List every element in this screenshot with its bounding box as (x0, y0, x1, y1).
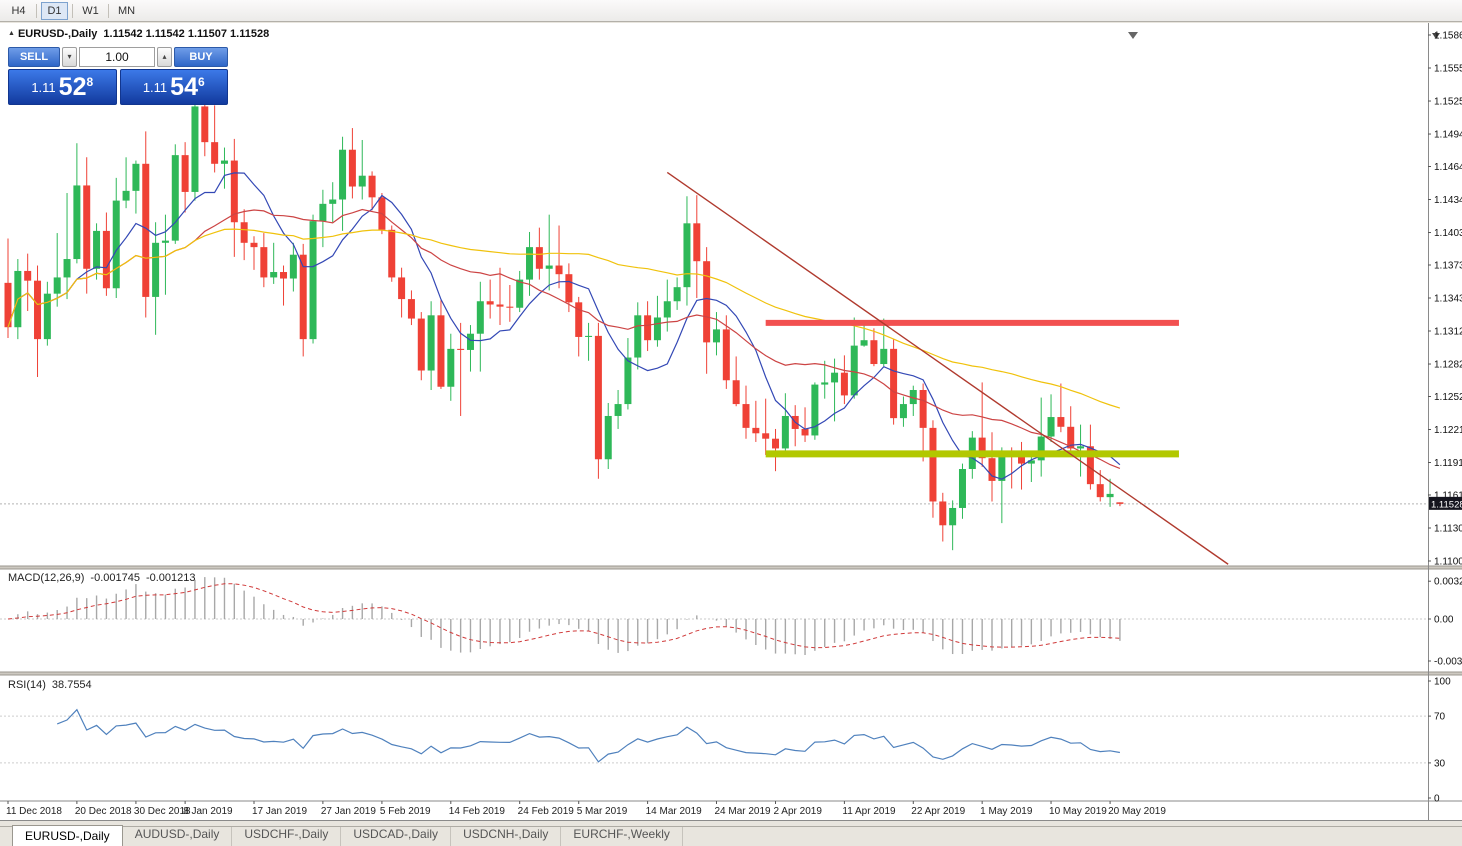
rsi-panel (0, 708, 1428, 764)
rsi-value: 38.7554 (51, 679, 92, 691)
one-click-controls-row: SELL ▾ ▴ BUY (8, 47, 228, 67)
rsi-indicator-label: RSI(14) 38.7554 (8, 679, 98, 691)
svg-text:1.14645: 1.14645 (1434, 162, 1462, 173)
svg-text:20 Dec 2018: 20 Dec 2018 (75, 806, 132, 817)
svg-text:30: 30 (1434, 758, 1446, 769)
macd-value-2: -0.001213 (145, 572, 196, 584)
svg-text:5 Mar 2019: 5 Mar 2019 (577, 806, 628, 817)
timeframe-toolbar: H4 D1 W1 MN (0, 0, 1462, 22)
tab-usdcnh-daily[interactable]: USDCNH-,Daily (451, 827, 562, 846)
svg-text:27 Jan 2019: 27 Jan 2019 (321, 806, 376, 817)
timeframe-h4-button[interactable]: H4 (5, 2, 32, 20)
svg-text:1.15555: 1.15555 (1434, 64, 1462, 75)
svg-text:-0.003651: -0.003651 (1434, 656, 1462, 667)
volume-decrease-button[interactable]: ▾ (62, 47, 77, 67)
one-click-prices-row: 1.11 52 8 1.11 54 6 (8, 69, 228, 105)
svg-text:1.12215: 1.12215 (1434, 425, 1462, 436)
svg-text:24 Mar 2019: 24 Mar 2019 (714, 806, 771, 817)
macd-name: MACD(12,26,9) (8, 572, 85, 584)
chart-canvas[interactable]: 1.15860 1.15555 1.15250 1.14945 1.14645 1.143… (0, 23, 1462, 821)
svg-text:1.13735: 1.13735 (1434, 260, 1462, 271)
svg-text:2 Apr 2019: 2 Apr 2019 (774, 806, 823, 817)
svg-text:1.15250: 1.15250 (1434, 97, 1462, 108)
symbol-marker-icon: ▲ (8, 30, 15, 37)
svg-text:1.13430: 1.13430 (1434, 294, 1462, 305)
chart-header: ▲ EURUSD-,Daily 1.11542 1.11542 1.11507 1.… (8, 28, 269, 40)
svg-text:70: 70 (1434, 712, 1446, 723)
timeframe-mn-button[interactable]: MN (113, 2, 140, 20)
svg-text:1.12820: 1.12820 (1434, 360, 1462, 371)
svg-text:14 Feb 2019: 14 Feb 2019 (449, 806, 506, 817)
macd-value-1: -0.001745 (90, 572, 140, 584)
svg-text:0.003287: 0.003287 (1434, 577, 1462, 588)
sell-button[interactable]: SELL (8, 47, 60, 67)
chart-tab-bar: EURUSD-,Daily AUDUSD-,Daily USDCHF-,Dail… (0, 825, 1462, 846)
svg-text:11 Apr 2019: 11 Apr 2019 (842, 806, 896, 817)
svg-text:24 Feb 2019: 24 Feb 2019 (518, 806, 575, 817)
rsi-name: RSI(14) (8, 679, 46, 691)
volume-increase-button[interactable]: ▴ (157, 47, 172, 67)
tab-usdchf-daily[interactable]: USDCHF-,Daily (232, 827, 342, 846)
volume-input[interactable] (79, 47, 155, 67)
svg-text:1.11528: 1.11528 (1431, 499, 1462, 510)
svg-text:1.14340: 1.14340 (1434, 195, 1462, 206)
svg-text:20 May 2019: 20 May 2019 (1108, 806, 1166, 817)
sell-price-base: 1.11 (31, 79, 56, 95)
svg-text:10 May 2019: 10 May 2019 (1049, 806, 1107, 817)
axis-marker (1432, 33, 1440, 39)
chart-symbol-label: EURUSD-,Daily (17, 28, 98, 40)
buy-price-base: 1.11 (142, 79, 168, 95)
svg-text:17 Jan 2019: 17 Jan 2019 (252, 806, 307, 817)
tab-audusd-daily[interactable]: AUDUSD-,Daily (123, 827, 233, 846)
svg-text:1.14945: 1.14945 (1434, 130, 1462, 141)
toolbar-separator (36, 3, 37, 18)
svg-text:30 Dec 2018: 30 Dec 2018 (134, 806, 191, 817)
svg-text:1 May 2019: 1 May 2019 (980, 806, 1033, 817)
tab-eurchf-weekly[interactable]: EURCHF-,Weekly (561, 827, 683, 846)
tab-eurusd-daily[interactable]: EURUSD-,Daily (12, 825, 123, 846)
svg-text:1.11305: 1.11305 (1434, 523, 1462, 534)
chart-window: 1.15860 1.15555 1.15250 1.14945 1.14645 1.143… (0, 23, 1462, 821)
svg-text:1.11610: 1.11610 (1434, 490, 1462, 501)
svg-text:1.15860: 1.15860 (1434, 31, 1462, 42)
svg-text:8 Jan 2019: 8 Jan 2019 (183, 806, 233, 817)
svg-text:5 Feb 2019: 5 Feb 2019 (380, 806, 431, 817)
macd-panel (0, 577, 1428, 655)
sell-price-sup: 8 (86, 75, 94, 89)
chevron-up-icon: ▴ (162, 52, 167, 61)
svg-text:100: 100 (1434, 677, 1451, 688)
chart-ohlc-values: 1.11542 1.11542 1.11507 1.11528 (103, 28, 270, 40)
current-price-tag (1429, 496, 1462, 510)
svg-text:22 Apr 2019: 22 Apr 2019 (911, 806, 965, 817)
buy-price-big: 54 (170, 72, 198, 101)
buy-price-sup: 6 (197, 75, 205, 89)
chevron-down-icon: ▾ (67, 52, 72, 61)
svg-text:1.13125: 1.13125 (1434, 327, 1462, 338)
sell-price-display[interactable]: 1.11 52 8 (8, 69, 117, 105)
price-panel (0, 93, 1428, 565)
svg-text:1.11910: 1.11910 (1434, 458, 1462, 469)
timeframe-w1-button[interactable]: W1 (77, 2, 104, 20)
svg-text:0.00: 0.00 (1434, 615, 1454, 626)
svg-text:1.12520: 1.12520 (1434, 392, 1462, 403)
toolbar-separator (72, 3, 73, 18)
toolbar-separator (108, 3, 109, 18)
svg-text:11 Dec 2018: 11 Dec 2018 (6, 806, 62, 817)
timeframe-d1-button[interactable]: D1 (41, 1, 68, 20)
tab-usdcad-daily[interactable]: USDCAD-,Daily (341, 827, 452, 846)
buy-button[interactable]: BUY (174, 47, 228, 67)
chart-shift-marker (1128, 32, 1138, 39)
svg-text:14 Mar 2019: 14 Mar 2019 (646, 806, 703, 817)
sell-price-big: 52 (58, 72, 87, 101)
svg-text:0: 0 (1434, 794, 1440, 805)
macd-indicator-label: MACD(12,26,9) -0.001745 -0.001213 (8, 572, 202, 584)
buy-price-display[interactable]: 1.11 54 6 (119, 69, 228, 105)
svg-text:1.14035: 1.14035 (1434, 228, 1462, 239)
